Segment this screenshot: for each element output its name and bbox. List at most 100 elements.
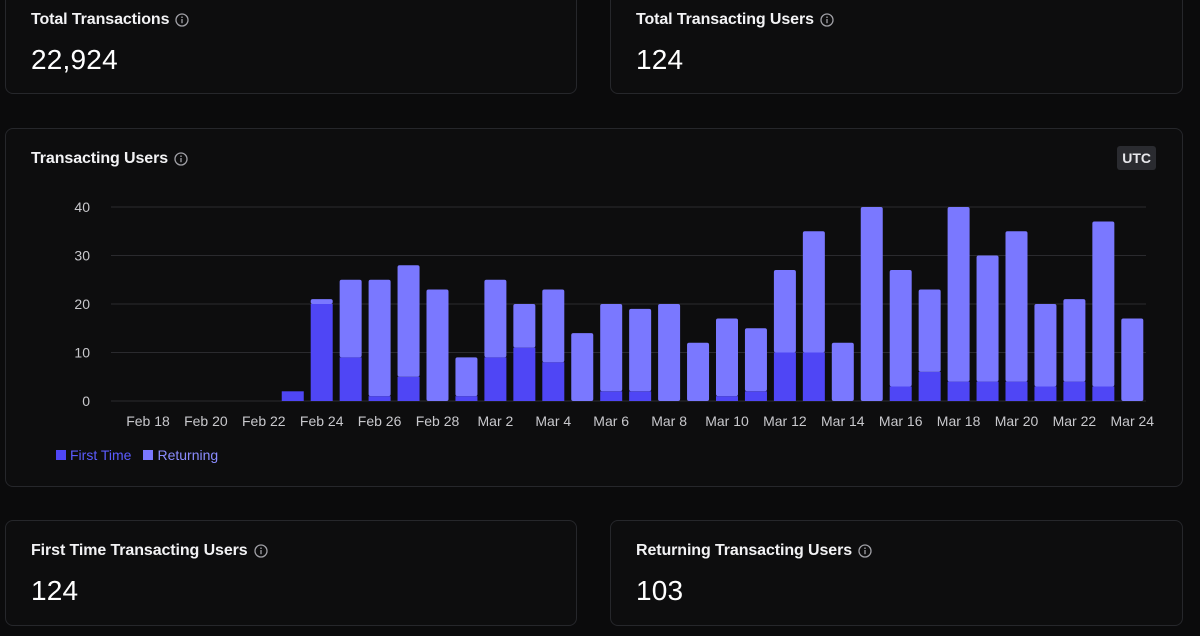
legend-item-returning[interactable]: Returning [143, 447, 218, 463]
x-axis-ticks: Feb 18 Feb 20 Feb 22 Feb 24 Feb 26 Feb 28 Mar … [126, 413, 1154, 429]
first-time-users-card: First Time Transacting Users 124 [5, 520, 577, 626]
bar-returning[interactable] [658, 304, 681, 401]
x-tick-label: Mar 4 [535, 413, 571, 429]
bar-returning[interactable] [426, 289, 449, 401]
bar-first-time[interactable] [310, 304, 333, 401]
returning-users-title: Returning Transacting Users [636, 542, 853, 559]
bar-first-time[interactable] [976, 381, 999, 401]
bar-first-time[interactable] [802, 352, 825, 402]
bar-first-time[interactable] [455, 396, 478, 401]
bar-returning[interactable] [773, 270, 796, 353]
total-transactions-title: Total Transactions [31, 11, 170, 28]
chart-title: Transacting Users [31, 150, 169, 167]
bar-first-time[interactable] [1005, 381, 1028, 401]
transacting-users-chart-card: Transacting Users UTC 0 10 20 30 40 Feb 18 Fe… [5, 128, 1183, 487]
bar-first-time[interactable] [889, 386, 912, 401]
bar-returning[interactable] [1092, 221, 1115, 387]
y-tick-label: 10 [74, 345, 90, 361]
bar-first-time[interactable] [1092, 386, 1115, 401]
first-time-users-title-row: First Time Transacting Users [31, 542, 268, 560]
legend-swatch-returning [143, 450, 154, 460]
transacting-users-bar-chart: 0 10 20 30 40 Feb 18 Feb 20 Feb 22 Feb 24 Feb 26… [74, 199, 1154, 429]
y-tick-label: 20 [74, 296, 90, 312]
returning-users-card: Returning Transacting Users 103 [610, 520, 1183, 626]
y-tick-label: 0 [82, 393, 90, 409]
chart-title-row: Transacting Users [31, 150, 188, 168]
bar-returning[interactable] [1005, 231, 1028, 382]
first-time-users-value: 124 [31, 575, 79, 606]
bar-returning[interactable] [1121, 318, 1144, 401]
bar-returning[interactable] [513, 304, 536, 348]
bar-first-time[interactable] [1063, 381, 1086, 401]
info-icon[interactable] [253, 544, 268, 558]
y-axis-ticks: 0 10 20 30 40 [74, 199, 90, 409]
x-tick-label: Mar 8 [651, 413, 687, 429]
bar-returning[interactable] [889, 270, 912, 387]
x-tick-label: Feb 22 [242, 413, 286, 429]
timezone-badge[interactable]: UTC [1117, 146, 1156, 170]
bar-first-time[interactable] [947, 381, 970, 401]
bar-first-time[interactable] [773, 352, 796, 402]
info-icon[interactable] [175, 13, 190, 27]
bar-returning[interactable] [687, 342, 710, 401]
info-icon[interactable] [858, 544, 872, 558]
legend-item-first-time[interactable]: First Time [56, 447, 131, 463]
x-tick-label: Mar 12 [763, 413, 807, 429]
info-icon[interactable] [820, 13, 834, 27]
bar-returning[interactable] [542, 289, 565, 363]
bar-returning[interactable] [716, 318, 738, 397]
x-tick-label: Feb 28 [416, 413, 460, 429]
bar-first-time[interactable] [918, 371, 941, 401]
bar-returning[interactable] [339, 279, 362, 358]
y-tick-label: 40 [74, 199, 90, 215]
bar-returning[interactable] [629, 308, 652, 392]
bar-first-time[interactable] [368, 396, 391, 401]
bar-first-time[interactable] [744, 391, 767, 401]
bar-returning[interactable] [1063, 299, 1086, 382]
bar-first-time[interactable] [1034, 386, 1057, 401]
chart-bars [281, 207, 1144, 402]
bar-returning[interactable] [397, 265, 420, 377]
total-transacting-users-card: Total Transacting Users 124 [610, 0, 1183, 94]
returning-users-title-row: Returning Transacting Users [636, 542, 872, 560]
bar-returning[interactable] [860, 207, 883, 401]
x-tick-label: Mar 24 [1111, 413, 1155, 429]
bar-returning[interactable] [484, 279, 507, 358]
x-tick-label: Feb 24 [300, 413, 344, 429]
x-tick-label: Feb 26 [358, 413, 402, 429]
x-tick-label: Feb 18 [126, 413, 170, 429]
total-transacting-users-value: 124 [636, 44, 684, 75]
bar-first-time[interactable] [281, 391, 304, 401]
bar-returning[interactable] [600, 304, 623, 392]
bar-returning[interactable] [831, 342, 854, 401]
legend-swatch-first-time [56, 450, 66, 460]
bar-returning[interactable] [310, 299, 333, 304]
bar-first-time[interactable] [629, 391, 652, 401]
bar-first-time[interactable] [600, 391, 623, 401]
chart-legend: First Time Returning [56, 447, 218, 463]
x-tick-label: Mar 2 [478, 413, 514, 429]
bar-returning[interactable] [918, 289, 941, 372]
bar-returning[interactable] [976, 255, 999, 382]
bar-first-time[interactable] [513, 347, 536, 401]
bar-first-time[interactable] [397, 376, 420, 401]
total-transactions-value: 22,924 [31, 44, 118, 75]
bar-first-time[interactable] [484, 357, 507, 401]
bar-returning[interactable] [947, 207, 970, 382]
x-tick-label: Mar 22 [1053, 413, 1097, 429]
total-transactions-card: Total Transactions 22,924 [5, 0, 577, 94]
x-tick-label: Mar 14 [821, 413, 865, 429]
bar-returning[interactable] [455, 357, 478, 397]
bar-returning[interactable] [368, 279, 391, 397]
info-icon[interactable] [174, 152, 188, 166]
bar-first-time[interactable] [716, 396, 738, 401]
legend-label-returning: Returning [157, 447, 219, 463]
bar-returning[interactable] [744, 328, 767, 392]
bar-returning[interactable] [802, 231, 825, 353]
bar-returning[interactable] [571, 333, 594, 401]
x-tick-label: Mar 16 [879, 413, 923, 429]
bar-returning[interactable] [1034, 304, 1057, 387]
bar-first-time[interactable] [339, 357, 362, 401]
bar-first-time[interactable] [542, 362, 565, 401]
returning-users-value: 103 [636, 575, 684, 606]
